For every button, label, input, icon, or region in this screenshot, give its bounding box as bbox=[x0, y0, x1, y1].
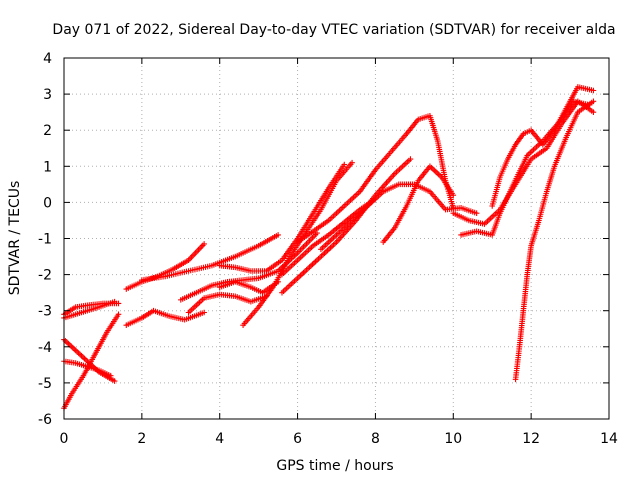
y-tick-label: -2 bbox=[38, 268, 52, 284]
data-point bbox=[407, 156, 414, 162]
data-point bbox=[590, 109, 597, 115]
x-tick-label: 10 bbox=[444, 431, 462, 447]
data-point bbox=[450, 192, 457, 198]
series-track-6 bbox=[123, 241, 207, 292]
y-tick-label: -3 bbox=[38, 304, 52, 320]
x-axis-label: GPS time / hours bbox=[276, 458, 393, 474]
y-tick-label: -1 bbox=[38, 232, 52, 248]
data-layer bbox=[61, 84, 597, 411]
series-track-5 bbox=[61, 358, 114, 379]
x-tick-label: 8 bbox=[371, 431, 380, 447]
chart-title: Day 071 of 2022, Sidereal Day-to-day VTE… bbox=[52, 22, 615, 38]
series-track-18 bbox=[380, 163, 457, 245]
data-point bbox=[115, 311, 122, 318]
data-point bbox=[590, 87, 597, 94]
data-point bbox=[115, 300, 122, 307]
data-point bbox=[111, 378, 118, 384]
series-track-10 bbox=[185, 291, 270, 316]
series-track-7 bbox=[123, 307, 207, 328]
y-axis-label: SDTVAR / TECUs bbox=[7, 181, 23, 296]
x-tick-label: 14 bbox=[600, 431, 618, 447]
y-tick-label: 2 bbox=[43, 123, 52, 139]
x-tick-label: 2 bbox=[137, 431, 146, 447]
series-track-21 bbox=[489, 84, 597, 209]
x-tick-label: 12 bbox=[522, 431, 540, 447]
y-tick-label: 4 bbox=[43, 51, 52, 67]
series-track-16 bbox=[294, 112, 457, 245]
grid bbox=[64, 58, 609, 419]
data-point bbox=[201, 241, 207, 247]
x-tick-label: 4 bbox=[215, 431, 224, 447]
y-tick-label: -6 bbox=[38, 412, 52, 428]
x-tick-label: 6 bbox=[293, 431, 302, 447]
series-track-17 bbox=[318, 181, 480, 253]
series-track-11 bbox=[216, 161, 348, 274]
data-point bbox=[590, 98, 597, 105]
y-tick-label: 0 bbox=[43, 195, 52, 211]
data-point bbox=[201, 309, 207, 316]
series-track-22 bbox=[512, 98, 597, 383]
data-point bbox=[107, 372, 114, 379]
data-point bbox=[111, 298, 118, 305]
series-track-3 bbox=[61, 311, 122, 411]
data-point bbox=[349, 159, 355, 166]
x-tick-label: 0 bbox=[60, 431, 69, 447]
y-tick-label: -4 bbox=[38, 340, 52, 356]
data-point bbox=[473, 210, 480, 217]
y-tick-label: -5 bbox=[38, 376, 52, 392]
y-tick-label: 1 bbox=[43, 159, 52, 175]
data-point bbox=[275, 232, 281, 238]
series-track-8 bbox=[139, 232, 281, 283]
y-tick-label: 3 bbox=[43, 87, 52, 103]
data-point bbox=[341, 161, 348, 168]
